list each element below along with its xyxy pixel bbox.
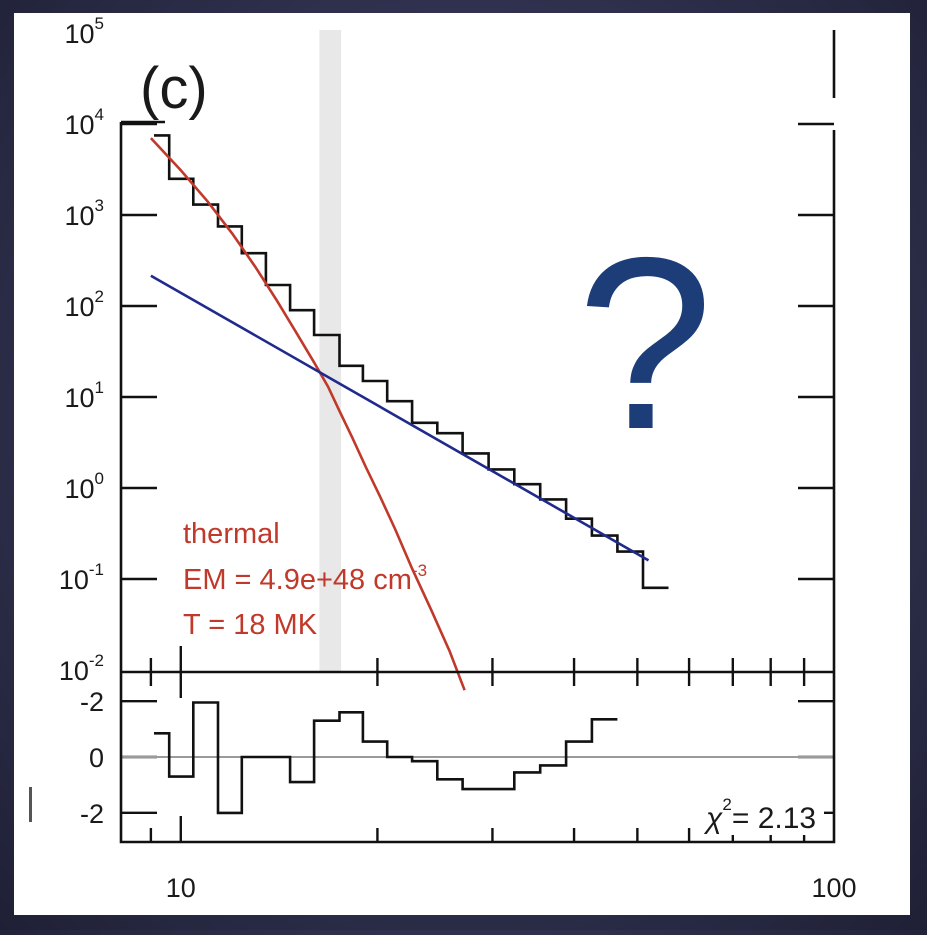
annotation-thermal: thermal [183,518,280,550]
chi-square-label: χ2= 2.13 [703,795,816,835]
y-tick-base: 10 [64,474,94,504]
top-axis-ticks [121,122,834,672]
res-tick-label: -2 [80,799,104,829]
y-tick-label: 105 [64,14,104,49]
y-tick-exp: 2 [95,287,104,306]
annotation-em-text: EM = 4.9e+48 cm [183,564,412,596]
y-tick-exp: -2 [89,651,104,670]
chi-symbol: χ [703,802,723,835]
y-tick-exp: -1 [89,560,104,579]
left-edge-mark [29,787,32,822]
thermal-curve [149,137,466,691]
y-tick-exp: 1 [95,378,104,397]
residual-tick-labels: -2 0 -2 [80,687,104,829]
annotation-em: EM = 4.9e+48 cm-3 [183,561,427,596]
nonthermal-line [150,274,650,562]
y-tick-base: 10 [64,201,94,231]
figure-background [14,13,910,915]
residual-step [154,701,618,815]
axis-frames [119,30,836,844]
y-tick-exp: 5 [95,14,104,33]
y-tick-label: 102 [64,287,104,322]
y-tick-base: 10 [64,19,94,49]
res-tick-label: 0 [89,743,104,773]
chi-label-backing [700,795,824,835]
y-tick-exp: 0 [95,469,104,488]
shaded-band [319,30,342,672]
chi-exp: 2 [722,795,731,814]
y-tick-exp: 3 [95,196,104,215]
y-tick-label: 104 [64,105,104,140]
thermal-annotation: thermal EM = 4.9e+48 cm-3 T = 18 MK [183,518,427,641]
x-tick-labels: 10 100 [166,873,857,903]
y-tick-base: 10 [64,110,94,140]
y-tick-label: 10-2 [59,651,104,686]
x-tick-label: 100 [811,873,856,903]
y-tick-base: 10 [64,383,94,413]
y-tick-label: 100 [64,469,104,504]
annotation-temp: T = 18 MK [183,609,318,641]
y-tick-label: 103 [64,196,104,231]
y-tick-base: 10 [59,656,89,686]
y-tick-label: 101 [64,378,104,413]
question-mark: ? [577,206,713,480]
y-tick-label: 10-1 [59,560,104,595]
y-tick-base: 10 [64,292,94,322]
x-tick-label: 10 [166,873,196,903]
y-tick-base: 10 [59,565,89,595]
res-tick-label: -2 [80,687,104,717]
histogram-step [154,134,669,590]
annotation-em-exp: -3 [412,561,427,580]
y-tick-exp: 4 [95,105,104,124]
chi-value: = 2.13 [732,802,816,835]
label-backing [116,22,238,122]
panel-label: (c) [140,56,208,121]
